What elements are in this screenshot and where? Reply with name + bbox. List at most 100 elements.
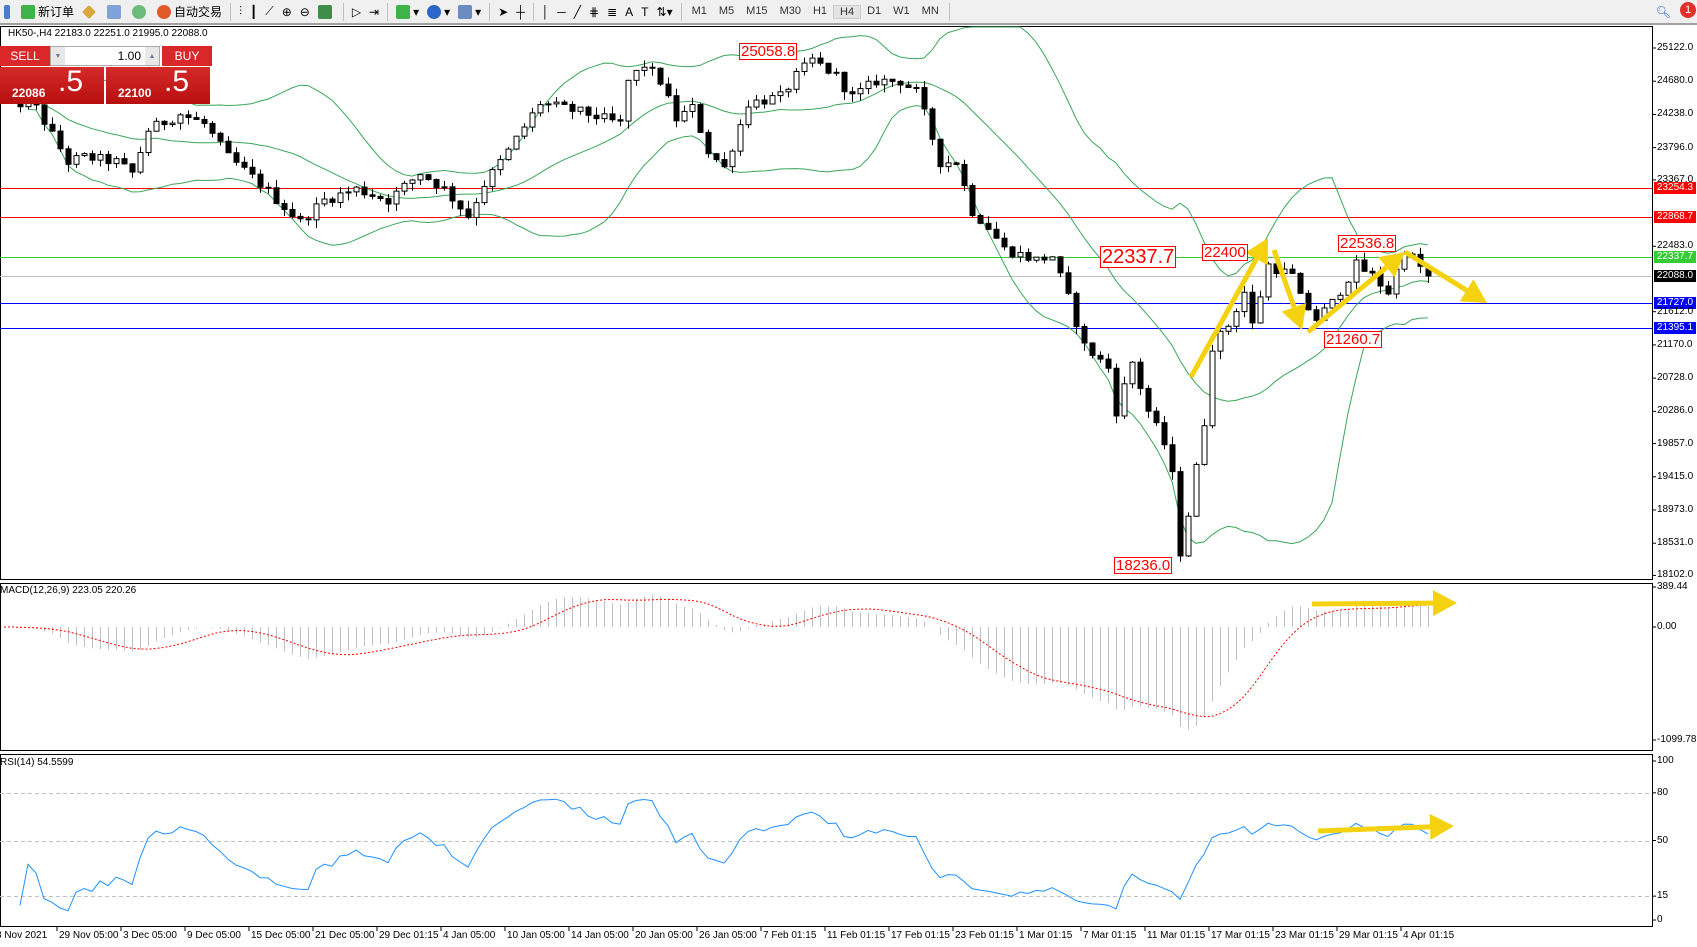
templates-button[interactable]: ▾ [454, 1, 485, 23]
candle-bull [769, 95, 776, 105]
candle-bear [969, 185, 976, 216]
fibonacci-button[interactable]: ≣ [607, 4, 618, 19]
vertical-line-button[interactable]: │ [541, 4, 550, 19]
timeframe-m15-button[interactable]: M15 [746, 4, 768, 17]
channel-button[interactable]: ⋕ [589, 4, 600, 19]
price-axis-label: 18973.0 [1657, 503, 1694, 515]
experts-button[interactable] [103, 1, 128, 23]
timeframe-m5-button[interactable]: M5 [718, 4, 735, 17]
lot-decrease-button[interactable]: ▼ [51, 47, 65, 65]
price-axis-label: 18531.0 [1657, 537, 1694, 549]
candle-bull [553, 101, 560, 105]
candle-bear [873, 80, 880, 86]
annotation-high[interactable]: 25058.8 [739, 43, 798, 60]
annotation-low[interactable]: 18236.0 [1114, 557, 1173, 574]
trendline-button[interactable]: ╱ [573, 4, 582, 19]
lot-increase-button[interactable]: ▲ [145, 47, 159, 65]
zoom-in-button[interactable]: ⊕ [281, 4, 292, 19]
candle-bear [457, 200, 464, 210]
line-chart-button[interactable]: ⟋ [265, 4, 274, 18]
metaeditor-button[interactable] [78, 1, 103, 23]
candle-bear [1369, 270, 1376, 274]
periods-button[interactable]: ▾ [423, 1, 454, 23]
time-axis-label: 26 Jan 05:00 [699, 930, 757, 941]
time-axis-label: 1 Mar 01:15 [1019, 930, 1073, 941]
candle-bull [153, 120, 160, 132]
buy-button[interactable]: BUY [162, 46, 212, 66]
diamond-icon [82, 4, 96, 19]
timeframe-m30-button[interactable]: M30 [779, 4, 801, 17]
candle-bull [489, 169, 496, 188]
price-axis-label: 24238.0 [1657, 108, 1694, 120]
signals-button[interactable] [128, 1, 153, 23]
crosshair-button[interactable]: ┼ [516, 4, 525, 19]
candle-bull [521, 126, 528, 137]
candle-bear [1297, 272, 1304, 294]
chart-shift-button[interactable]: ⇥ [369, 4, 380, 19]
lot-value[interactable]: 1.00 [117, 49, 141, 63]
time-axis-label: 11 Mar 01:15 [1147, 930, 1206, 941]
candle-bull [513, 135, 520, 150]
candle-bear [1385, 285, 1392, 295]
candle-bull [417, 174, 424, 181]
notification-badge[interactable]: 1 [1680, 2, 1696, 18]
cursor-button[interactable]: ➤ [498, 4, 509, 19]
text-button[interactable]: A [625, 4, 634, 19]
rsi-pane-frame [0, 754, 1653, 927]
candle-bear [449, 186, 456, 202]
price-axis-label: 21170.0 [1657, 338, 1693, 350]
timeframe-h1-button[interactable]: H1 [812, 4, 828, 17]
candle-bear [825, 62, 832, 74]
candle-bear [1289, 268, 1296, 274]
candle-bear [569, 103, 576, 112]
timeframe-w1-button[interactable]: W1 [893, 4, 910, 17]
annotation-swing-high-2[interactable]: 22536.8 [1338, 235, 1397, 252]
auto-trading-button[interactable]: 自动交易 [153, 1, 226, 23]
candle-bear [1113, 367, 1120, 417]
buy-price-button[interactable]: 22100 .5 [106, 65, 210, 104]
search-button[interactable]: 🔍︎ [1655, 4, 1671, 19]
candle-bear [425, 174, 432, 181]
candle-bear [721, 159, 728, 168]
timeframe-m1-button[interactable]: M1 [691, 4, 707, 17]
timeframe-mn-button[interactable]: MN [921, 4, 939, 17]
horizontal-line-button[interactable]: ─ [557, 4, 566, 19]
annotation-swing-high-1[interactable]: 22400 [1202, 244, 1248, 261]
annotation-swing-low[interactable]: 21260.7 [1324, 331, 1383, 348]
candle-bear [225, 140, 232, 154]
candle-bull [1033, 256, 1040, 261]
price-axis-label: 21612.0 [1657, 305, 1694, 317]
annotation-pivot[interactable]: 22337.7 [1100, 246, 1177, 268]
sell-price-button[interactable]: 22086 .5 [0, 65, 104, 104]
text-label-button[interactable]: T [641, 4, 649, 19]
price-axis-label: 19415.0 [1657, 470, 1694, 482]
bar-chart-button[interactable]: ⫶ [239, 4, 243, 18]
candle-bull [353, 186, 360, 193]
zoom-out-button[interactable]: ⊖ [299, 4, 310, 19]
candle-bear [937, 138, 944, 168]
candlestick-button[interactable]: ┃ [250, 4, 258, 19]
timeframe-d1-button[interactable]: D1 [867, 4, 882, 17]
candle-bear [41, 104, 48, 125]
new-order-button[interactable]: 新订单 [17, 1, 78, 23]
indicators-button[interactable]: ▾ [392, 1, 423, 23]
candle-bear [921, 87, 928, 110]
time-axis-label: 3 Dec 05:00 [123, 930, 177, 941]
candle-bull [753, 99, 760, 108]
arrows-button[interactable]: ⇅▾ [656, 4, 673, 19]
candle-bear [57, 130, 64, 150]
tile-windows-button[interactable] [314, 1, 339, 23]
candle-bear [993, 228, 1000, 239]
candle-bull [785, 88, 792, 93]
autoscroll-button[interactable]: ▷ [351, 4, 362, 19]
timeframe-h4-button[interactable]: H4 [833, 4, 862, 19]
candle-bull [337, 192, 344, 203]
lot-size-input[interactable]: ▼ 1.00 ▲ [50, 46, 160, 66]
candle-bull [529, 112, 536, 128]
candle-bull [857, 88, 864, 95]
sell-button[interactable]: SELL [0, 46, 50, 66]
zoom-tool-button[interactable] [0, 1, 17, 23]
candle-bear [1025, 251, 1032, 261]
macd-axis-label: 389.44 [1657, 581, 1688, 592]
